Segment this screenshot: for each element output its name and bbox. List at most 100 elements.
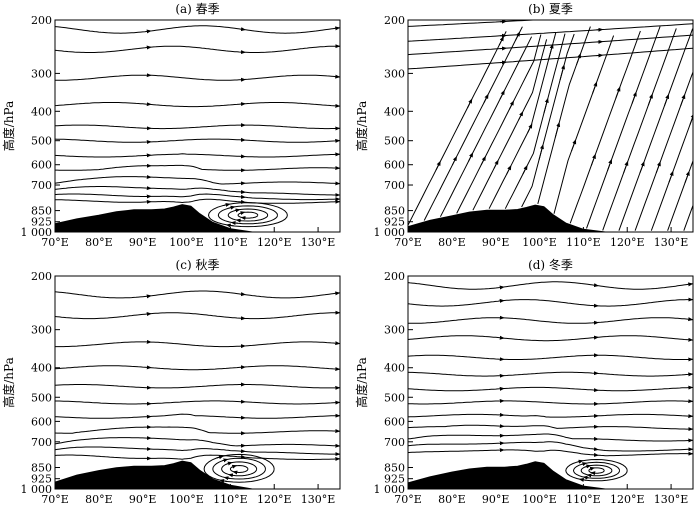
streamline <box>227 208 269 222</box>
streamline-arrow <box>235 218 242 223</box>
streamline <box>55 400 340 405</box>
streamline <box>55 153 340 158</box>
y-tick-label: 1 000 <box>21 226 53 239</box>
streamline <box>521 33 575 208</box>
y-tick-label: 400 <box>31 362 52 375</box>
streamline <box>537 26 591 205</box>
streamline <box>572 461 621 479</box>
streamline-arrow <box>508 100 514 110</box>
streamline-arrow <box>435 160 441 171</box>
streamline <box>55 74 340 81</box>
streamline <box>55 365 340 371</box>
streamline-arrow <box>225 223 235 228</box>
y-tick-label: 925 <box>31 216 52 229</box>
streamline <box>55 193 340 201</box>
streamline <box>408 31 507 226</box>
streamline <box>237 211 259 219</box>
streamline <box>408 281 693 290</box>
streamline-arrow <box>467 98 473 108</box>
y-tick-label: 500 <box>31 135 52 148</box>
x-tick-label: 110°E <box>213 236 248 249</box>
streamline <box>602 28 677 231</box>
streamline <box>55 45 340 53</box>
streamline <box>472 39 548 211</box>
streamline <box>55 290 340 299</box>
y-tick-label: 1 000 <box>21 483 53 496</box>
streamline-arrow <box>668 170 674 183</box>
terrain-silhouette <box>408 204 693 232</box>
streamline-arrow <box>227 461 233 466</box>
streamline-arrow <box>506 164 512 175</box>
streamline-arrow <box>222 203 231 207</box>
streamline-arrow <box>522 164 528 175</box>
streamline <box>55 124 340 130</box>
y-tick-label: 850 <box>31 461 52 474</box>
x-tick-label: 130°E <box>301 493 336 506</box>
streamline-arrow <box>590 153 596 166</box>
y-tick-label: 400 <box>384 362 405 375</box>
streamline-arrow <box>227 473 234 478</box>
streamline <box>229 464 249 474</box>
streamline <box>55 186 340 196</box>
streamline <box>55 384 340 389</box>
streamline <box>423 26 523 221</box>
y-tick-label: 925 <box>31 473 52 486</box>
panel-title: (b) 夏季 <box>528 2 573 16</box>
streamline <box>55 164 340 171</box>
streamline-arrow <box>222 458 229 463</box>
x-tick-label: 90°E <box>129 236 157 249</box>
y-axis-label: 高度/hPa <box>1 357 16 407</box>
streamline <box>408 47 693 70</box>
streamline <box>634 70 693 231</box>
x-tick-label: 80°E <box>438 493 466 506</box>
y-axis-label: 高度/hPa <box>354 101 369 151</box>
streamline-arrow <box>219 478 228 483</box>
streamline <box>553 35 615 214</box>
x-tick-label: 70°E <box>394 493 422 506</box>
streamline-arrow <box>493 159 499 169</box>
x-tick-label: 110°E <box>566 236 601 249</box>
streamline <box>580 464 613 477</box>
streamline-arrow <box>581 462 588 467</box>
x-tick-label: 120°E <box>610 236 645 249</box>
streamline-arrow <box>623 160 629 173</box>
x-tick-label: 70°E <box>41 493 69 506</box>
streamline-arrow <box>559 64 565 81</box>
streamline <box>55 446 340 455</box>
streamline-arrow <box>631 91 637 104</box>
streamline <box>55 426 340 434</box>
streamline <box>588 467 605 474</box>
y-tick-label: 200 <box>384 270 405 283</box>
streamline <box>488 32 557 209</box>
streamline-arrow <box>216 455 224 460</box>
plot-area <box>55 25 340 232</box>
streamline-arrow <box>498 36 504 46</box>
streamline <box>408 23 693 42</box>
y-tick-label: 500 <box>384 391 405 404</box>
streamline <box>55 176 340 185</box>
x-tick-label: 120°E <box>610 493 645 506</box>
y-tick-label: 500 <box>384 135 405 148</box>
y-tick-label: 700 <box>31 436 52 449</box>
streamline <box>408 449 693 457</box>
plot-frame <box>54 19 341 233</box>
y-tick-label: 700 <box>384 179 405 192</box>
x-tick-label: 80°E <box>438 236 466 249</box>
streamline <box>408 20 543 27</box>
streamline-arrow <box>468 152 474 162</box>
terrain-silhouette <box>55 204 340 232</box>
x-tick-label: 100°E <box>169 236 204 249</box>
streamline-arrow <box>451 155 457 166</box>
x-tick-label: 100°E <box>522 236 557 249</box>
y-tick-label: 600 <box>31 159 52 172</box>
y-tick-label: 300 <box>384 324 405 337</box>
x-tick-label: 90°E <box>129 493 157 506</box>
y-tick-label: 1 000 <box>374 483 406 496</box>
streamline-arrow <box>548 43 554 60</box>
streamline <box>408 413 693 418</box>
y-tick-label: 700 <box>384 436 405 449</box>
streamline <box>618 28 693 231</box>
